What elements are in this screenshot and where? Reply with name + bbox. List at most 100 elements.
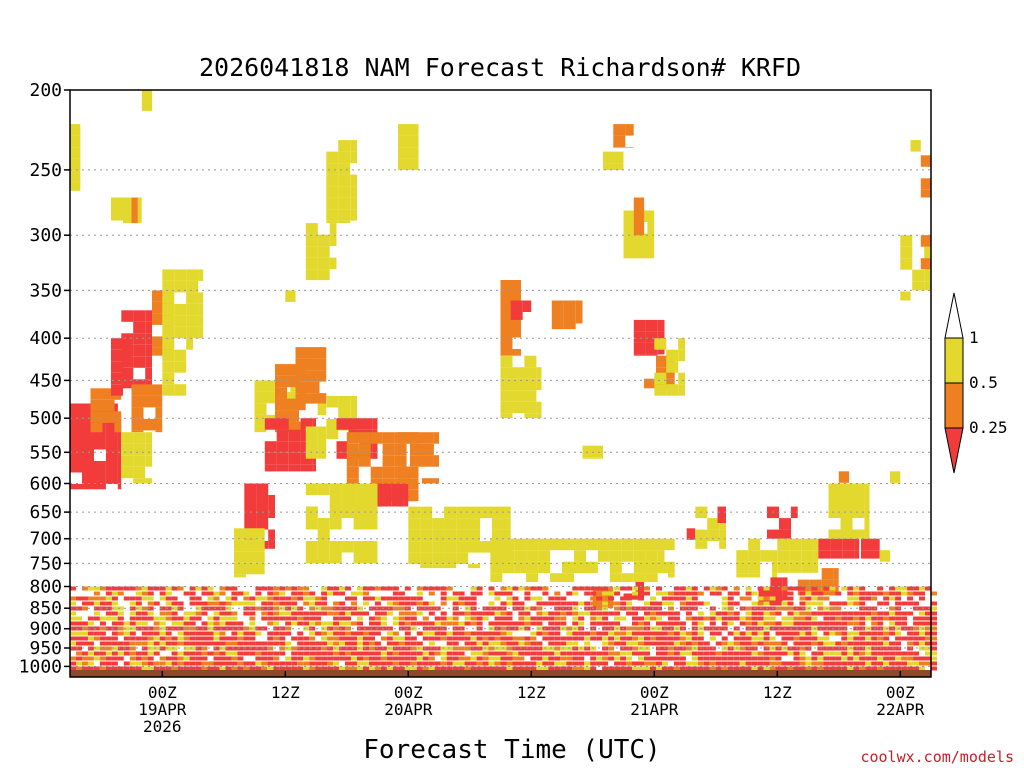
heat-cell [644,666,650,671]
heat-cell [291,666,298,671]
heat-cell [657,319,665,332]
heat-cell [769,641,776,646]
heat-cell [121,367,134,380]
heat-cell [470,666,477,671]
heat-cell [679,621,686,626]
heat-cell [823,656,830,661]
heat-cell [177,656,184,661]
heat-cell [458,636,465,641]
heat-cell [518,601,525,606]
heat-cell [685,611,692,616]
heat-cell [183,646,190,651]
heat-cell [853,656,860,661]
heat-cell [536,367,542,379]
heat-cell [321,631,328,636]
heat-cell [691,631,698,636]
heat-cell [291,656,298,661]
heat-cell [584,591,591,596]
heat-cell [133,443,146,456]
heat-cell [500,326,513,338]
heat-cell [470,656,477,661]
heat-cell [305,552,318,564]
heat-cell [907,641,914,646]
heat-cell [159,611,166,616]
heat-cell [333,631,340,636]
heat-cell [895,666,902,671]
heat-cell [458,611,465,616]
heat-cell [703,651,710,656]
heat-cell [391,495,404,507]
heat-cell [353,518,366,530]
heat-cell [333,591,340,596]
heat-cell [488,661,495,666]
heat-cell [382,455,395,467]
heat-cell [307,370,320,382]
heat-cell [560,661,567,666]
heat-cell [380,586,387,591]
heat-cell [635,233,648,245]
heat-cell [141,626,148,631]
heat-cell [273,641,280,646]
heat-cell [267,636,274,641]
heat-cell [133,321,146,334]
heat-cell [141,90,153,102]
heat-cell [345,616,351,621]
heat-cell [87,596,94,601]
heat-cell [111,651,118,656]
heat-cell [805,666,812,671]
heat-cell [327,591,334,596]
heat-cell [357,611,363,616]
heat-cell [602,656,609,661]
heat-cell [305,246,318,258]
heat-cell [186,315,199,327]
heat-cell [99,631,106,636]
heat-cell [661,631,668,636]
heat-cell [656,561,668,574]
heat-cell [219,666,226,671]
heat-cell [231,636,238,641]
heat-cell [317,438,327,450]
heat-cell [421,455,434,467]
heat-cell [285,601,292,606]
heat-cell [339,631,346,636]
heat-cell [733,641,740,646]
heat-cell [452,641,459,646]
heat-cell [572,591,579,596]
heat-cell [237,656,244,661]
heat-cell [162,292,175,304]
heat-cell [440,656,447,661]
heat-cell [433,455,439,467]
heat-cell [793,666,800,671]
heat-cell [279,651,286,656]
heat-cell [745,651,752,656]
heat-cell [841,636,848,641]
heat-cell [608,631,615,636]
heat-cell [787,591,794,596]
heat-cell [171,586,178,591]
heat-cell [70,461,82,473]
heat-cell [691,661,698,666]
heat-cell [623,222,636,234]
heat-cell [864,529,870,539]
heat-cell [171,626,178,631]
heat-cell [584,641,591,646]
heat-cell [446,636,453,641]
heat-cell [195,606,202,611]
heat-cell [647,233,655,245]
heat-cell [650,636,656,641]
heat-cell [787,621,794,626]
heat-cell [76,631,82,636]
heat-cell [758,588,771,601]
heat-cell [201,591,208,596]
heat-cell [707,518,720,530]
heat-cell [554,616,561,621]
heat-cell [745,631,752,636]
heat-cell [793,631,800,636]
heat-cell [877,661,884,666]
heat-cell [243,661,250,666]
heat-cell [907,596,914,601]
heat-cell [751,641,758,646]
heat-cell [82,626,88,631]
heat-cell [592,598,605,609]
heat-cell [500,616,507,621]
